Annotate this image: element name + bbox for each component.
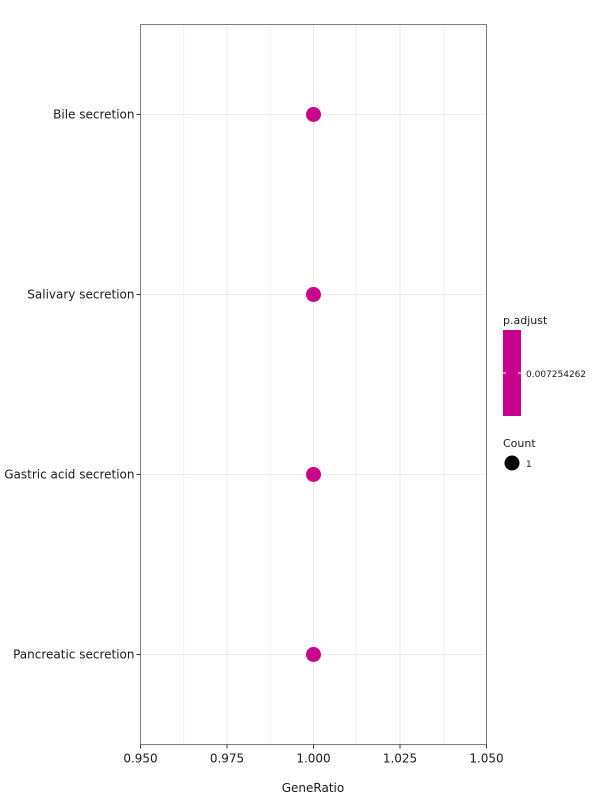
x-axis-title: GeneRatio	[282, 781, 344, 795]
legend-colorbar	[503, 330, 521, 416]
y-axis: Bile secretion Salivary secretion Gastric …	[4, 108, 141, 662]
y-tick-label: Bile secretion	[53, 108, 134, 122]
y-tick-label: Pancreatic secretion	[13, 648, 134, 662]
legend-color-label: 0.007254262	[526, 370, 586, 380]
x-tick-label: 1.025	[383, 752, 417, 766]
x-tick-label: 0.950	[123, 752, 157, 766]
legend-size-dot	[504, 455, 520, 471]
grid-lines	[140, 24, 487, 745]
x-tick-label: 1.050	[469, 752, 503, 766]
legend-size-label: 1	[526, 460, 532, 470]
legend-color-title: p.adjust	[503, 314, 548, 327]
y-tick-label: Gastric acid secretion	[4, 468, 134, 482]
data-point	[306, 467, 321, 482]
data-point	[306, 107, 321, 122]
y-tick-label: Salivary secretion	[27, 288, 134, 302]
legend: p.adjust 0.007254262 Count 1	[503, 314, 586, 471]
data-point	[306, 287, 321, 302]
data-point	[306, 647, 321, 662]
x-tick-label: 0.975	[210, 752, 244, 766]
legend-size-title: Count	[503, 437, 536, 450]
x-tick-label: 1.000	[296, 752, 330, 766]
data-points	[306, 107, 321, 662]
x-axis: 0.950 0.975 1.000 1.025 1.050	[123, 744, 504, 766]
